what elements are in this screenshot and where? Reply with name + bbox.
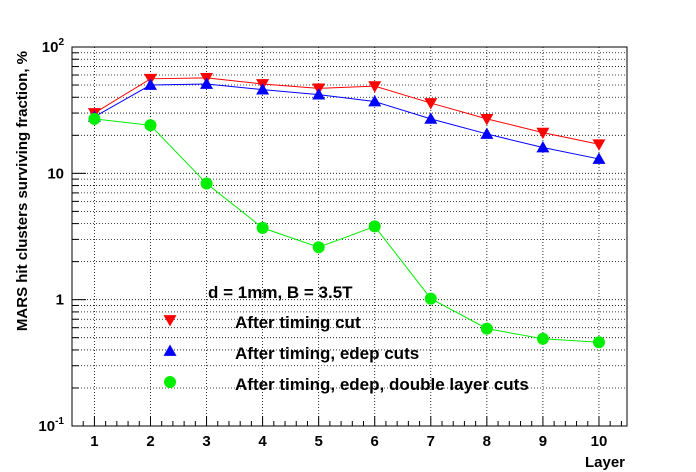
data-point [592,152,606,164]
series-1-line [94,77,600,145]
data-point [88,112,101,125]
y-axis-title: MARS hit clusters surviving fraction, % [14,51,31,331]
x-tick-label: 2 [146,433,154,450]
data-point [312,88,326,100]
data-point [592,336,605,349]
legend-entry-label: After timing cut [235,313,361,332]
x-axis-title: Layer [585,454,625,471]
grid [72,47,627,427]
x-tick-label: 8 [483,433,491,450]
data-point [200,77,214,89]
axes: 1 2 3 4 5 6 7 8 9 10 10-1 1 10 102 [38,37,622,450]
data-point [536,127,550,140]
x-tick-label: 9 [539,433,547,450]
legend: d = 1mm, B = 3.5T After timing cut After … [163,283,529,394]
y-tick-label: 10-1 [38,416,64,435]
series-2-line [94,83,600,160]
legend-marker [163,315,177,327]
data-point [480,113,494,126]
y-tick-label: 10 [47,165,64,182]
data-point [480,322,493,335]
legend-marker [164,376,176,388]
x-tick-label: 5 [314,433,322,450]
data-point [424,112,438,124]
data-point [200,177,213,190]
legend-entry-label: After timing, edep, double layer cuts [235,375,529,394]
y-tick-label: 102 [42,37,65,56]
data-point [592,139,606,151]
data-point [256,221,269,234]
x-tick-label: 1 [90,433,98,450]
data-point [143,78,157,90]
data-point [368,81,382,93]
data-point [536,332,549,345]
series [87,72,606,349]
data-point [424,98,438,110]
x-tick-label: 10 [591,433,608,450]
x-tick-label: 6 [371,433,379,450]
legend-marker [163,344,177,356]
data-point [480,127,494,139]
x-tick-label: 3 [202,433,210,450]
series-3 [88,112,605,349]
x-tick-label: 7 [427,433,435,450]
data-point [368,95,382,107]
data-point [144,119,157,132]
x-tick-label: 4 [258,433,267,450]
legend-entry-label: After timing, edep cuts [235,344,419,363]
data-point [256,83,270,95]
series-3-line [94,118,600,343]
data-point [424,292,437,305]
y-tick-label: 1 [56,292,64,309]
series-2 [87,77,606,164]
data-point [536,141,550,153]
plot-frame [71,46,628,427]
data-point [368,220,381,233]
legend-header: d = 1mm, B = 3.5T [208,283,353,302]
data-point [312,241,325,254]
